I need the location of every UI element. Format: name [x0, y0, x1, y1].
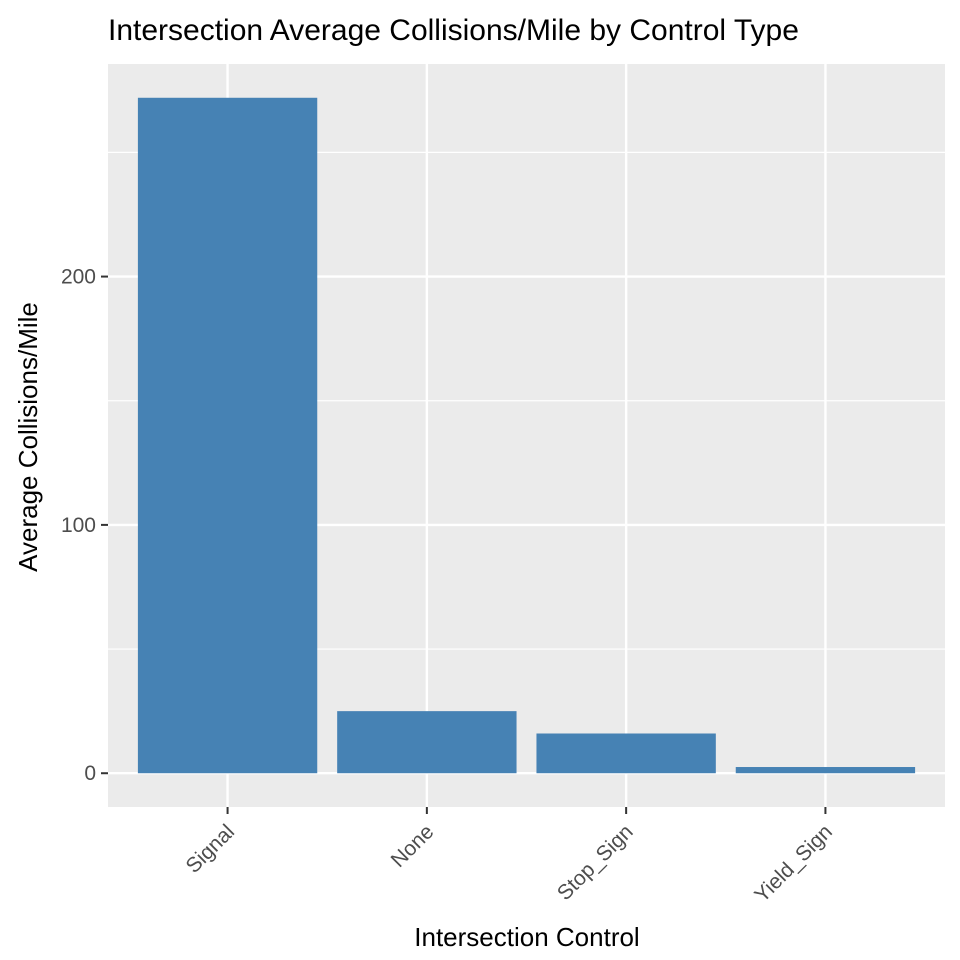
x-tick-label: Yield_Sign	[750, 820, 837, 907]
bars	[137, 97, 916, 774]
x-tick-label: Signal	[182, 820, 240, 878]
x-axis: Signal None Stop_Sign Yield_Sign	[182, 807, 837, 907]
y-axis: 0 100 200	[61, 266, 108, 785]
bar-signal	[137, 97, 318, 774]
y-axis-title: Average Collisions/Mile	[13, 302, 43, 572]
bar-yield-sign	[735, 767, 916, 774]
bar-none	[337, 711, 517, 774]
x-tick-label: Stop_Sign	[553, 820, 638, 905]
x-tick-label: None	[387, 820, 439, 872]
x-axis-title: Intersection Control	[414, 922, 639, 952]
bar-stop-sign	[536, 733, 716, 774]
y-tick-label: 0	[84, 762, 96, 785]
chart-title: Intersection Average Collisions/Mile by …	[108, 14, 799, 47]
y-tick-label: 200	[61, 266, 96, 289]
y-tick-label: 100	[61, 514, 96, 537]
